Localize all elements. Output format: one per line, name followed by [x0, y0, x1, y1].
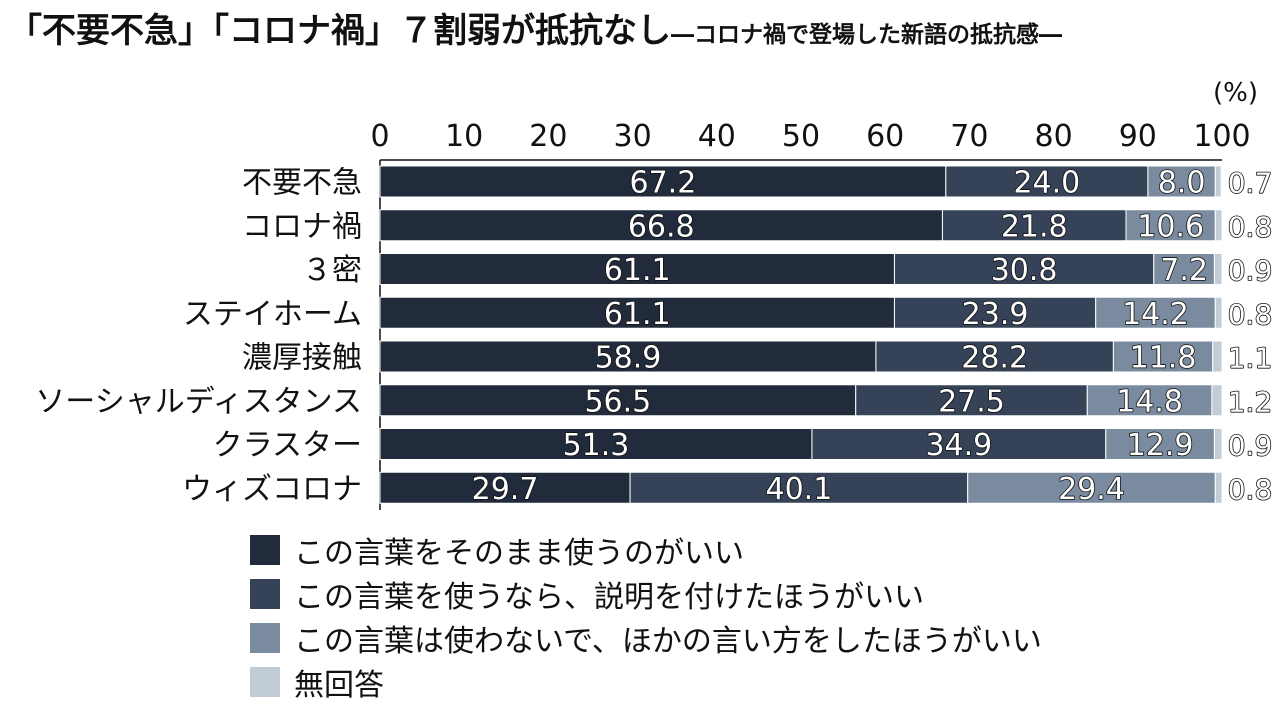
legend-swatch: [250, 623, 280, 653]
bar-segment: [1212, 340, 1223, 373]
bar-segment: [855, 384, 1088, 417]
bar-segment: [1105, 428, 1215, 460]
x-tick-label: 10: [445, 119, 483, 154]
x-tick-label: 40: [698, 119, 736, 154]
data-label: 14.2: [1122, 297, 1189, 332]
data-label: 21.8: [1001, 209, 1068, 244]
x-tick-label: 100: [1193, 119, 1250, 154]
data-label: 58.9: [595, 341, 662, 376]
legend-label: この言葉を使うなら、説明を付けたほうがいい: [294, 580, 924, 615]
x-tick-label: 50: [782, 119, 820, 154]
data-label-no-answer: 0.8: [1228, 298, 1273, 331]
data-label-no-answer: 0.9: [1228, 429, 1273, 462]
data-label: 61.1: [604, 297, 671, 332]
bar-segment: [379, 340, 877, 373]
legend-item: この言葉をそのまま使うのがいい: [250, 528, 1042, 572]
bar-segment: [967, 471, 1216, 504]
x-tick-label: 60: [866, 119, 904, 154]
bar-segment: [379, 296, 895, 329]
legend-swatch: [250, 667, 280, 697]
data-label: 29.7: [472, 472, 539, 507]
bar-segment: [1112, 340, 1214, 373]
data-label-no-answer: 0.7: [1228, 167, 1273, 200]
data-label: 7.2: [1160, 253, 1208, 288]
data-label: 66.8: [628, 209, 695, 244]
bar-segment: [1213, 253, 1223, 285]
category-label: ３密: [302, 253, 362, 288]
x-tick-label: 70: [950, 119, 988, 154]
legend-item: 無回答: [250, 660, 1042, 704]
data-label: 40.1: [765, 472, 832, 507]
bar-segment: [1214, 209, 1223, 242]
bar-segment: [1153, 253, 1215, 285]
data-label: 10.6: [1137, 209, 1204, 244]
category-label: ステイホーム: [183, 297, 362, 332]
data-label: 67.2: [630, 166, 697, 201]
bar-segment: [1125, 209, 1216, 242]
legend-label: この言葉は使わないで、ほかの言い方をしたほうがいい: [294, 624, 1042, 659]
x-tick-label: 20: [529, 119, 567, 154]
bar-segment: [379, 165, 947, 198]
bar-segment: [379, 471, 631, 504]
category-label: コロナ禍: [242, 209, 362, 244]
bar-segment: [1147, 165, 1216, 198]
data-label-no-answer: 1.1: [1228, 342, 1273, 375]
bar-segment: [893, 253, 1155, 285]
bar-segment: [941, 209, 1127, 242]
data-label: 34.9: [925, 428, 992, 463]
data-label-no-answer: 0.9: [1228, 254, 1273, 287]
chart-title-main: 「不要不急」「コロナ禍」７割弱が抵抗なし: [8, 11, 671, 51]
data-label: 23.9: [962, 297, 1029, 332]
data-label: 28.2: [961, 341, 1028, 376]
chart-title-sub: ―コロナ禍で登場した新語の抵抗感―: [671, 22, 1062, 48]
x-tick-label: 90: [1119, 119, 1157, 154]
bar-segment: [379, 428, 813, 460]
category-label: ウィズコロナ: [182, 472, 362, 507]
data-label-no-answer: 0.8: [1228, 210, 1273, 243]
bar-segment: [379, 209, 943, 242]
data-label: 29.4: [1058, 472, 1125, 507]
x-tick-label: 80: [1035, 119, 1073, 154]
unit-label: (%): [1213, 78, 1258, 108]
bar-segment: [1214, 165, 1222, 198]
legend-swatch: [250, 579, 280, 609]
bar-segment: [1211, 384, 1223, 417]
data-label: 61.1: [604, 253, 671, 288]
chart-title: 「不要不急」「コロナ禍」７割弱が抵抗なし―コロナ禍で登場した新語の抵抗感―: [8, 14, 1062, 48]
legend-label: 無回答: [294, 668, 384, 703]
data-label-no-answer: 0.8: [1228, 473, 1273, 506]
category-label: 濃厚接触: [242, 341, 362, 376]
category-label: ソーシャルディスタンス: [35, 384, 362, 419]
data-label: 27.5: [938, 384, 1005, 419]
data-label: 30.8: [991, 253, 1058, 288]
bar-segment: [1214, 471, 1223, 504]
bar-segment: [945, 165, 1149, 198]
x-tick-label: 30: [614, 119, 652, 154]
legend-label: この言葉をそのまま使うのがいい: [294, 536, 744, 571]
bar-segment: [1095, 296, 1216, 329]
legend-item: この言葉は使わないで、ほかの言い方をしたほうがいい: [250, 616, 1042, 660]
bar-segment: [379, 253, 895, 285]
data-label: 12.9: [1127, 428, 1194, 463]
data-label: 11.8: [1130, 341, 1197, 376]
data-label: 51.3: [563, 428, 630, 463]
bar-segment: [1214, 296, 1223, 329]
legend: この言葉をそのまま使うのがいいこの言葉を使うなら、説明を付けたほうがいいこの言葉…: [250, 528, 1042, 704]
bar-segment: [1213, 428, 1223, 460]
category-label: 不要不急: [242, 166, 362, 201]
data-label: 56.5: [584, 384, 651, 419]
legend-swatch: [250, 535, 280, 565]
data-label: 8.0: [1158, 166, 1206, 201]
data-label-no-answer: 1.2: [1228, 385, 1273, 418]
data-label: 14.8: [1116, 384, 1183, 419]
legend-item: この言葉を使うなら、説明を付けたほうがいい: [250, 572, 1042, 616]
bar-segment: [875, 340, 1114, 373]
x-tick-label: 0: [370, 119, 389, 154]
bar-segment: [893, 296, 1097, 329]
data-label: 24.0: [1013, 166, 1080, 201]
category-label: クラスター: [213, 428, 362, 463]
